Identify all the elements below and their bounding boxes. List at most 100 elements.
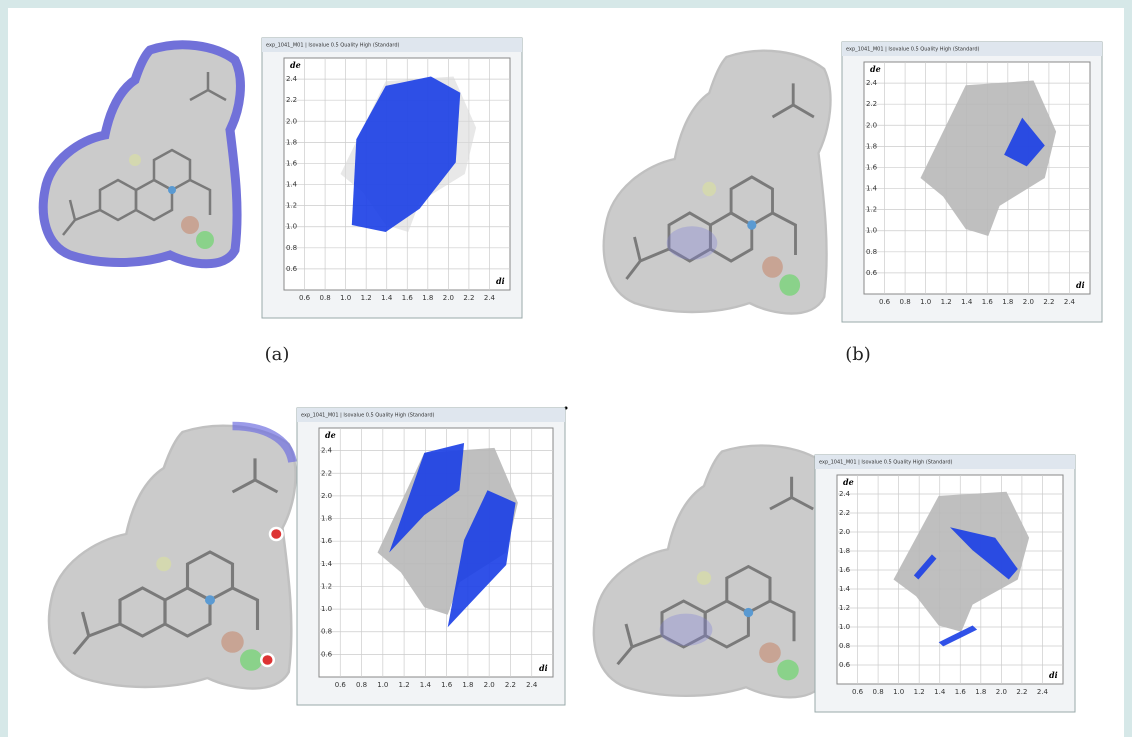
y-axis-label: de [843, 477, 854, 487]
x-tick-label: 1.0 [893, 688, 904, 696]
x-tick-label: 1.8 [422, 294, 433, 302]
x-tick-label: 2.0 [484, 681, 495, 689]
y-tick-label: 0.6 [839, 661, 851, 669]
red-spot [270, 528, 283, 540]
y-tick-label: 0.8 [839, 642, 850, 650]
y-axis-label: de [290, 60, 301, 70]
y-tick-label: 1.8 [866, 142, 877, 150]
atom-n [744, 608, 754, 617]
x-tick-label: 0.6 [335, 681, 347, 689]
y-tick-label: 1.6 [839, 566, 851, 574]
y-tick-label: 1.2 [321, 582, 332, 590]
x-tick-label: 0.6 [879, 298, 891, 306]
x-axis-label: di [1049, 670, 1058, 680]
x-tick-label: 1.6 [982, 298, 994, 306]
x-tick-label: 1.4 [961, 298, 973, 306]
y-tick-label: 1.6 [321, 537, 333, 545]
x-tick-label: 1.6 [441, 681, 453, 689]
y-tick-label: 1.2 [866, 206, 877, 214]
y-tick-label: 2.2 [321, 469, 332, 477]
x-tick-label: 1.4 [934, 688, 946, 696]
x-tick-label: 2.4 [1064, 298, 1076, 306]
x-tick-label: 0.8 [320, 294, 331, 302]
y-tick-label: 1.6 [866, 163, 878, 171]
y-tick-label: 1.8 [321, 515, 332, 523]
y-tick-label: 2.0 [839, 528, 850, 536]
y-tick-label: 2.4 [286, 75, 298, 83]
y-tick-label: 0.8 [866, 248, 877, 256]
x-tick-label: 1.2 [941, 298, 952, 306]
panel-label: (a) [265, 344, 290, 365]
y-tick-label: 1.6 [286, 159, 298, 167]
y-tick-label: 2.0 [866, 121, 877, 129]
y-tick-label: 1.4 [286, 181, 298, 189]
atom-br [759, 642, 781, 663]
y-tick-label: 1.4 [866, 185, 878, 193]
y-tick-label: 2.4 [321, 447, 333, 455]
y-tick-label: 1.0 [866, 227, 877, 235]
y-tick-label: 1.4 [839, 585, 851, 593]
atom-s [129, 154, 141, 166]
y-axis-label: de [325, 430, 336, 440]
x-tick-label: 0.8 [873, 688, 884, 696]
y-tick-label: 2.2 [866, 100, 877, 108]
x-tick-label: 1.2 [914, 688, 925, 696]
x-tick-label: 1.0 [340, 294, 351, 302]
y-tick-label: 2.4 [866, 79, 878, 87]
x-tick-label: 0.8 [356, 681, 367, 689]
y-tick-label: 1.8 [286, 138, 297, 146]
y-tick-label: 2.4 [839, 490, 851, 498]
atom-cl [779, 274, 800, 296]
x-tick-label: 0.6 [852, 688, 864, 696]
x-tick-label: 1.0 [920, 298, 931, 306]
x-tick-label: 2.4 [526, 681, 538, 689]
atom-cl [196, 231, 214, 249]
y-tick-label: 1.0 [839, 623, 850, 631]
atom-br [221, 631, 244, 653]
atom-cl [777, 660, 799, 681]
y-axis-label: de [870, 64, 881, 74]
y-tick-label: 1.0 [286, 223, 297, 231]
x-tick-label: 2.2 [1016, 688, 1027, 696]
y-tick-label: 0.6 [321, 650, 333, 658]
x-tick-label: 1.4 [381, 294, 393, 302]
x-tick-label: 1.4 [420, 681, 432, 689]
x-tick-label: 1.8 [975, 688, 986, 696]
y-tick-label: 1.0 [321, 605, 332, 613]
atom-cl [240, 649, 263, 671]
y-tick-label: 1.4 [321, 560, 333, 568]
y-tick-label: 0.6 [286, 265, 298, 273]
x-tick-label: 2.4 [484, 294, 496, 302]
figure: exp_1041_M01 | Isovalue 0.5 Quality High… [0, 0, 1132, 737]
x-tick-label: 1.8 [462, 681, 473, 689]
y-tick-label: 2.0 [286, 117, 297, 125]
x-tick-label: 1.2 [361, 294, 372, 302]
x-tick-label: 2.2 [1043, 298, 1054, 306]
x-tick-label: 2.0 [996, 688, 1007, 696]
x-tick-label: 1.0 [377, 681, 388, 689]
window-title: exp_1041_M01 | Isovalue 0.5 Quality High… [301, 413, 435, 419]
x-tick-label: 1.6 [955, 688, 967, 696]
atom-s [697, 571, 711, 585]
x-axis-label: di [539, 663, 548, 673]
blue-patch [660, 614, 713, 646]
x-tick-label: 1.6 [402, 294, 414, 302]
atom-n [168, 186, 176, 194]
atom-br [181, 216, 199, 234]
y-tick-label: 2.0 [321, 492, 332, 500]
x-tick-label: 2.0 [443, 294, 454, 302]
x-axis-label: di [1076, 280, 1085, 290]
x-tick-label: 2.4 [1037, 688, 1049, 696]
x-tick-label: 2.2 [505, 681, 516, 689]
y-tick-label: 1.8 [839, 547, 850, 555]
y-tick-label: 1.2 [839, 604, 850, 612]
atom-s [702, 182, 716, 196]
y-tick-label: 0.8 [286, 244, 297, 252]
x-tick-label: 1.2 [399, 681, 410, 689]
red-spot [261, 654, 274, 666]
atom-br [762, 256, 783, 278]
y-tick-label: 0.8 [321, 628, 332, 636]
y-tick-label: 2.2 [286, 96, 297, 104]
blue-patch [667, 226, 718, 260]
y-tick-label: 2.2 [839, 509, 850, 517]
